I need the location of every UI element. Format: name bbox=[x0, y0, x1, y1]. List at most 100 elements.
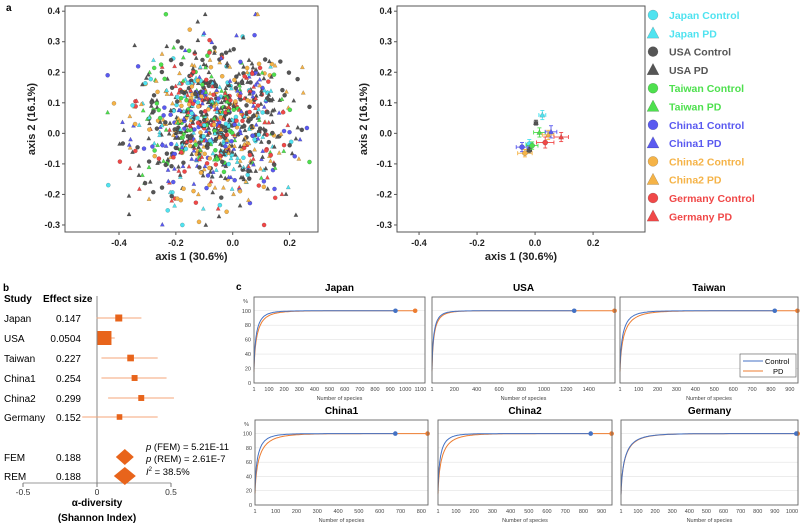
x-tick-label: 200 bbox=[470, 509, 479, 515]
y-tick-label: 20 bbox=[246, 489, 252, 495]
x-tick-label: 900 bbox=[785, 387, 794, 393]
x-tick-label: 200 bbox=[653, 387, 662, 393]
sample-point bbox=[238, 174, 244, 180]
sample-point bbox=[198, 121, 204, 127]
sample-point bbox=[152, 148, 157, 153]
sample-point bbox=[218, 195, 224, 200]
sample-point bbox=[136, 122, 142, 127]
sample-point bbox=[138, 101, 144, 107]
centroid-usa-pd bbox=[533, 119, 539, 126]
sample-point bbox=[223, 50, 229, 55]
sample-point bbox=[233, 85, 239, 91]
sample-point bbox=[192, 127, 197, 132]
x-axis-label: Number of species bbox=[501, 396, 547, 402]
centroid-germany-pd bbox=[553, 131, 569, 143]
sample-point bbox=[171, 44, 177, 50]
centroid-china2-pd bbox=[541, 129, 555, 140]
x-tick-label: 300 bbox=[295, 387, 304, 393]
sample-point bbox=[232, 77, 237, 83]
sample-point bbox=[205, 53, 210, 58]
sample-point bbox=[256, 71, 262, 76]
sample-point bbox=[238, 108, 244, 114]
sample-point bbox=[196, 104, 201, 109]
centroid-germany-control bbox=[536, 136, 555, 149]
y-tick-label: 0 bbox=[249, 503, 252, 509]
sample-point bbox=[266, 92, 272, 97]
legend-label: USA PD bbox=[669, 65, 709, 77]
sample-point bbox=[250, 133, 256, 139]
sample-point bbox=[143, 75, 149, 80]
sample-point bbox=[141, 146, 147, 151]
sample-point bbox=[224, 137, 230, 143]
effect-size-value: 0.227 bbox=[56, 354, 81, 365]
sample-point bbox=[174, 94, 180, 100]
sample-point bbox=[299, 64, 305, 70]
x-tick-label: 300 bbox=[488, 509, 497, 515]
sample-point bbox=[157, 119, 163, 124]
sample-point bbox=[172, 202, 178, 208]
stat-text: p (FEM) = 5.21E-11 bbox=[145, 442, 229, 453]
sample-point bbox=[231, 107, 237, 113]
sample-point bbox=[197, 64, 203, 69]
sample-point bbox=[222, 90, 228, 95]
sample-point bbox=[258, 91, 264, 97]
sample-point bbox=[264, 174, 270, 180]
sample-point bbox=[251, 99, 257, 105]
sample-point bbox=[236, 121, 242, 127]
y-tick-label: 100 bbox=[242, 309, 251, 315]
x-axis-label: axis 1 (30.6%) bbox=[155, 251, 227, 263]
sample-point bbox=[155, 160, 160, 165]
sample-point bbox=[221, 184, 226, 190]
sample-point bbox=[268, 63, 273, 69]
sample-point bbox=[232, 122, 237, 127]
effect-square bbox=[116, 414, 123, 420]
sample-point bbox=[178, 126, 183, 132]
sample-point bbox=[126, 211, 132, 217]
x-tick-label: 800 bbox=[753, 509, 762, 515]
sample-point bbox=[171, 155, 176, 160]
sample-point bbox=[247, 152, 253, 158]
x-tick-label: 1000 bbox=[538, 387, 550, 393]
sample-point bbox=[197, 165, 202, 170]
sample-point bbox=[270, 119, 275, 124]
legend-item: China1 PD bbox=[646, 136, 722, 150]
control-curve bbox=[437, 433, 591, 491]
legend-marker bbox=[647, 9, 659, 21]
sample-point bbox=[165, 156, 171, 162]
centroid-china1-control bbox=[515, 142, 529, 153]
sample-point bbox=[186, 109, 191, 115]
sample-point bbox=[197, 147, 203, 152]
x-tick-label: -0.2 bbox=[168, 238, 184, 248]
sample-point bbox=[155, 142, 161, 148]
x-tick-label: 800 bbox=[579, 509, 588, 515]
sample-point bbox=[172, 127, 177, 132]
legend-label: Japan Control bbox=[669, 10, 740, 22]
sample-point bbox=[148, 103, 154, 108]
sample-point bbox=[219, 73, 225, 79]
sample-point bbox=[183, 88, 189, 94]
sample-point bbox=[299, 127, 305, 133]
y-tick-label: 60 bbox=[245, 338, 251, 344]
legend-item: Japan PD bbox=[646, 26, 717, 40]
sample-point bbox=[253, 95, 259, 101]
x-tick-label: 100 bbox=[633, 509, 642, 515]
heterogeneity-stats: p (FEM) = 5.21E-11p (REM) = 2.61E-7I2 = … bbox=[145, 442, 229, 478]
sample-point bbox=[237, 158, 243, 163]
sample-point bbox=[209, 39, 215, 45]
sample-point bbox=[285, 122, 291, 128]
plot-frame bbox=[620, 419, 799, 506]
legend-item: USA Control bbox=[647, 46, 731, 59]
sample-point bbox=[208, 64, 214, 70]
legend-label: Taiwan Control bbox=[669, 83, 744, 95]
effect-size-value: 0.0504 bbox=[50, 334, 81, 345]
sample-point bbox=[195, 80, 201, 86]
sample-point bbox=[256, 117, 262, 122]
sample-point bbox=[234, 32, 239, 38]
sample-point bbox=[176, 115, 181, 121]
sample-point bbox=[188, 87, 193, 93]
sample-point bbox=[202, 163, 208, 169]
legend-item: Taiwan PD bbox=[646, 99, 722, 114]
sample-point bbox=[205, 132, 211, 137]
sample-point bbox=[251, 84, 257, 89]
